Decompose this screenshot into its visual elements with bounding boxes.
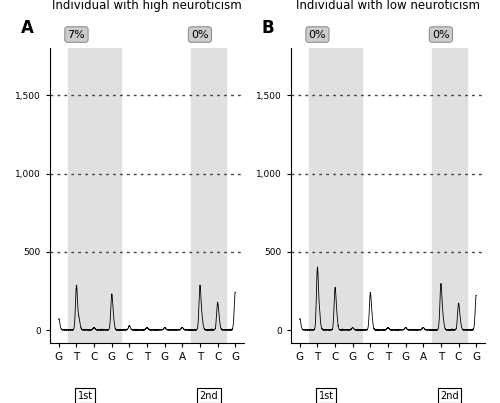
Text: 2nd: 2nd: [440, 391, 459, 401]
Text: 7%: 7%: [68, 29, 86, 39]
Bar: [68, 48, 103, 343]
Text: B: B: [262, 19, 274, 37]
Text: A: A: [21, 19, 34, 37]
Bar: [191, 48, 226, 343]
Bar: [344, 48, 362, 343]
Text: 2nd: 2nd: [200, 391, 218, 401]
Title: Individual with low neuroticism: Individual with low neuroticism: [296, 0, 480, 12]
Text: 1st: 1st: [318, 391, 334, 401]
Text: 0%: 0%: [308, 29, 326, 39]
Title: Individual with high neuroticism: Individual with high neuroticism: [52, 0, 242, 12]
Text: 1st: 1st: [78, 391, 93, 401]
Text: 0%: 0%: [191, 29, 209, 39]
Bar: [432, 48, 468, 343]
Bar: [103, 48, 120, 343]
Text: 0%: 0%: [432, 29, 450, 39]
Bar: [308, 48, 344, 343]
